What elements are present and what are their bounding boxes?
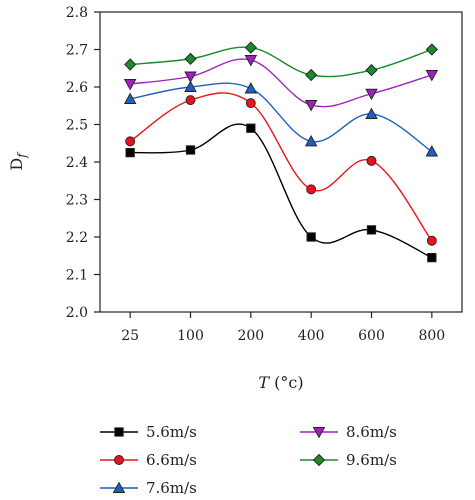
data-point bbox=[125, 147, 135, 158]
data-point bbox=[366, 225, 377, 235]
legend-item: 8.6m/s bbox=[300, 423, 397, 441]
y-axis-title-main: D bbox=[7, 158, 26, 171]
data-point bbox=[123, 79, 137, 91]
series-5.6m/s bbox=[125, 123, 437, 263]
series-layer bbox=[123, 41, 439, 263]
legend-label: 7.6m/s bbox=[146, 479, 197, 497]
data-point bbox=[425, 145, 439, 157]
data-point bbox=[185, 95, 196, 106]
x-axis-title-unit: (°c) bbox=[269, 373, 304, 392]
y-axis-title-subscript: f bbox=[15, 151, 29, 159]
data-point bbox=[365, 107, 378, 119]
y-tick-label: 2.3 bbox=[66, 193, 88, 209]
y-tick-label: 2.8 bbox=[66, 5, 88, 21]
x-tick-label: 100 bbox=[177, 328, 204, 344]
data-point bbox=[125, 136, 136, 147]
legend-item: 6.6m/s bbox=[100, 451, 197, 469]
legend: 5.6m/s 6.6m/s 7.6m/s 8.6m/s 9.6m/s bbox=[100, 423, 397, 497]
data-point bbox=[184, 71, 197, 83]
data-point bbox=[246, 123, 256, 133]
x-tick-label: 600 bbox=[358, 328, 385, 344]
series-9.6m/s bbox=[124, 41, 438, 82]
legend-marker bbox=[114, 455, 124, 465]
data-point bbox=[425, 43, 438, 56]
series-line bbox=[129, 92, 433, 242]
legend-marker bbox=[114, 427, 124, 437]
y-tick-label: 2.7 bbox=[66, 43, 88, 59]
y-tick-label: 2.6 bbox=[66, 80, 88, 96]
data-point bbox=[425, 70, 439, 82]
data-point bbox=[245, 98, 256, 109]
data-point bbox=[306, 184, 317, 195]
legend-item: 5.6m/s bbox=[100, 423, 197, 441]
x-tick-label: 800 bbox=[418, 328, 445, 344]
y-tick-label: 2.5 bbox=[66, 118, 88, 134]
x-tick-label: 200 bbox=[237, 328, 264, 344]
data-point bbox=[305, 68, 318, 82]
legend-marker bbox=[312, 427, 326, 439]
series-7.6m/s bbox=[123, 80, 439, 157]
legend-item: 9.6m/s bbox=[300, 451, 397, 469]
data-point bbox=[184, 80, 197, 92]
data-point bbox=[184, 52, 197, 66]
series-line bbox=[130, 123, 433, 259]
legend-label: 6.6m/s bbox=[146, 451, 197, 469]
data-point bbox=[366, 155, 377, 166]
plot-frame bbox=[99, 11, 463, 313]
legend-label: 9.6m/s bbox=[346, 451, 397, 469]
legend-label: 8.6m/s bbox=[346, 423, 397, 441]
data-point bbox=[244, 55, 258, 67]
series-line bbox=[130, 46, 433, 78]
y-tick-label: 2.1 bbox=[66, 268, 88, 284]
x-axis-title: T (°c) bbox=[258, 373, 303, 392]
y-axis: 2.0 2.1 2.2 2.3 2.4 2.5 2.6 2.7 2.8 bbox=[66, 5, 100, 321]
data-point bbox=[244, 82, 258, 94]
data-point bbox=[244, 41, 257, 54]
legend-label: 5.6m/s bbox=[146, 423, 197, 441]
x-tick-label: 25 bbox=[121, 328, 139, 344]
x-axis: 25 100 200 400 600 800 bbox=[121, 312, 445, 344]
series-8.6m/s bbox=[123, 55, 439, 112]
data-point bbox=[185, 145, 196, 155]
y-tick-label: 2.4 bbox=[66, 155, 88, 171]
data-point bbox=[304, 134, 318, 147]
data-point bbox=[365, 63, 378, 77]
y-axis-title: Df bbox=[7, 151, 29, 171]
x-axis-title-variable: T bbox=[258, 373, 270, 392]
y-tick-label: 2.0 bbox=[66, 305, 88, 321]
legend-marker bbox=[112, 481, 126, 493]
plot-area: 2.0 2.1 2.2 2.3 2.4 2.5 2.6 2.7 2.8 25 100 200 400 6… bbox=[66, 5, 463, 344]
data-point bbox=[427, 252, 437, 263]
legend-item: 7.6m/s bbox=[100, 479, 197, 497]
data-point bbox=[124, 58, 137, 71]
data-point bbox=[304, 100, 318, 112]
data-point bbox=[306, 232, 316, 242]
series-line bbox=[130, 82, 433, 153]
x-tick-label: 400 bbox=[298, 328, 325, 344]
y-tick-label: 2.2 bbox=[66, 230, 88, 246]
data-point bbox=[123, 92, 137, 104]
data-point bbox=[365, 88, 378, 101]
series-6.6m/s bbox=[125, 92, 437, 246]
data-point bbox=[426, 235, 437, 246]
legend-marker bbox=[312, 453, 326, 467]
